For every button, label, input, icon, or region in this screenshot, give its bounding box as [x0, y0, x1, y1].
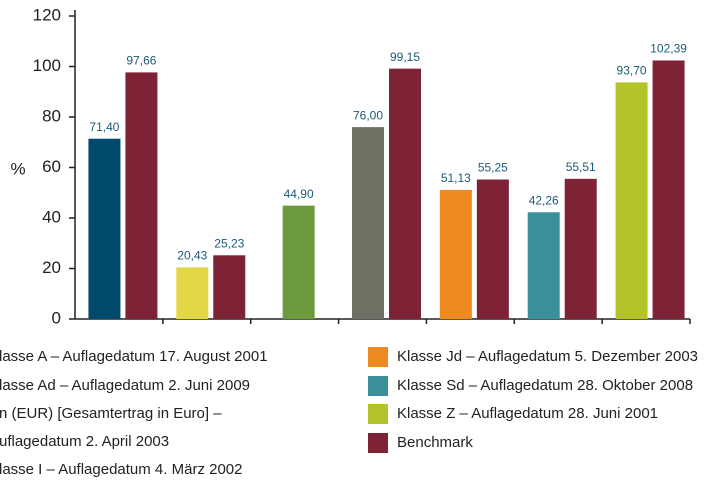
legend-label: lasse Ad – Auflagedatum 2. Juni 2009: [0, 377, 250, 394]
y-tick-label: 40: [42, 207, 61, 226]
bar: [213, 255, 246, 319]
bar: [564, 178, 597, 319]
value-label: 51,13: [441, 171, 471, 185]
value-label: 102,39: [650, 42, 687, 56]
bar: [652, 60, 685, 320]
y-tick-label: 100: [33, 56, 61, 75]
value-label: 25,23: [214, 236, 244, 250]
value-label: 71,40: [89, 120, 119, 134]
bar: [282, 205, 315, 319]
legend-label: Klasse Sd – Auflagedatum 28. Oktober 200…: [397, 377, 693, 394]
y-tick-label: 0: [52, 308, 61, 327]
y-tick-label: 120: [33, 5, 61, 24]
value-label: 76,00: [353, 108, 383, 122]
bar: [88, 138, 121, 319]
legend-swatch: [368, 433, 388, 453]
legend-label: lasse A – Auflagedatum 17. August 2001: [0, 348, 268, 365]
legend-label: Klasse Z – Auflagedatum 28. Juni 2001: [397, 405, 658, 422]
legend-label: uflagedatum 2. April 2003: [0, 433, 169, 450]
value-label: 93,70: [617, 64, 647, 78]
value-label: 55,25: [478, 161, 508, 175]
bar: [125, 72, 158, 319]
y-tick-label: 60: [42, 157, 61, 176]
value-label: 42,26: [529, 193, 559, 207]
legend-swatch: [368, 347, 388, 367]
legend-swatch: [368, 404, 388, 424]
bar: [527, 212, 560, 319]
legend-label: n (EUR) [Gesamtertrag in Euro] –: [0, 405, 222, 422]
bar: [615, 82, 648, 319]
y-tick-label: 20: [42, 258, 61, 277]
legend-label: Benchmark: [397, 434, 473, 451]
bar: [176, 267, 209, 319]
value-label: 97,66: [126, 54, 156, 68]
value-label: 20,43: [177, 249, 207, 263]
y-tick-label: 80: [42, 106, 61, 125]
y-axis-label: %: [10, 159, 25, 178]
bar: [439, 189, 472, 319]
legend-swatch: [368, 376, 388, 396]
bar: [476, 179, 509, 319]
value-label: 44,90: [284, 187, 314, 201]
bar: [389, 68, 421, 320]
legend-label: Klasse Jd – Auflagedatum 5. Dezember 200…: [397, 348, 698, 365]
value-label: 55,51: [566, 160, 596, 174]
bar: [352, 127, 384, 319]
value-label: 99,15: [390, 50, 420, 64]
legend-label: lasse I – Auflagedatum 4. März 2002: [0, 461, 242, 478]
